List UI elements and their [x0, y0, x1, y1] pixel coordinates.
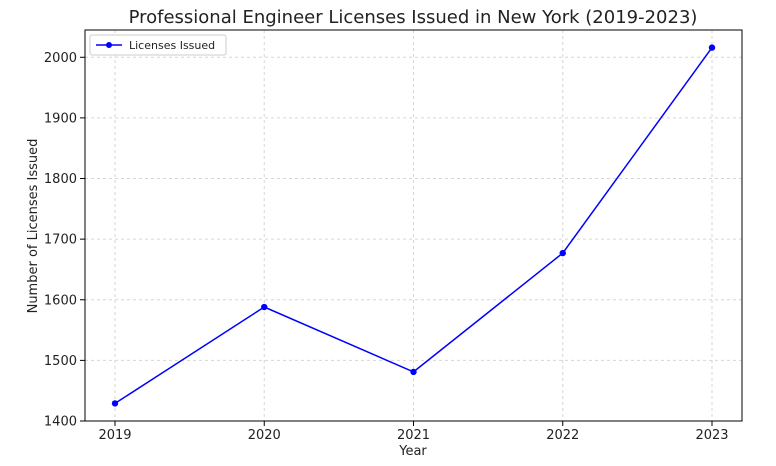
legend-box — [89, 34, 227, 56]
x-axis-ticks: 2019 2020 2021 2022 2023 — [98, 421, 729, 443]
y-tick-label: 1400 — [44, 415, 77, 430]
y-tick-label: 1700 — [44, 233, 77, 248]
chart-title: Professional Engineer Licenses Issued in… — [129, 7, 698, 28]
x-tick-label: 2021 — [397, 428, 430, 443]
plot-frame — [84, 29, 743, 422]
x-axis-label: Year — [398, 444, 427, 459]
legend-marker-swatch — [106, 42, 112, 48]
y-tick-label: 1800 — [44, 172, 77, 187]
data-point-2019 — [111, 400, 119, 407]
series-layer — [111, 44, 716, 407]
data-point-2023 — [708, 44, 716, 51]
x-tick-label: 2023 — [695, 428, 728, 443]
y-tick-label: 1500 — [44, 354, 77, 369]
legend: Licenses Issued — [89, 34, 227, 56]
grid-lines — [85, 30, 742, 422]
x-tick-label: 2022 — [546, 428, 579, 443]
x-tick-label: 2020 — [248, 428, 281, 443]
y-axis-ticks: 1400 1500 1600 1700 1800 1900 2000 — [44, 51, 85, 430]
y-tick-label: 1900 — [44, 111, 77, 126]
data-point-2020 — [261, 303, 268, 311]
y-tick-label: 1600 — [44, 293, 77, 308]
legend-label: Licenses Issued — [129, 39, 215, 52]
y-tick-label: 2000 — [44, 51, 77, 66]
data-point-2021 — [410, 368, 417, 376]
data-point-2022 — [559, 249, 566, 257]
x-tick-label: 2019 — [98, 428, 131, 443]
y-axis-label: Number of Licenses Issued — [26, 139, 41, 314]
